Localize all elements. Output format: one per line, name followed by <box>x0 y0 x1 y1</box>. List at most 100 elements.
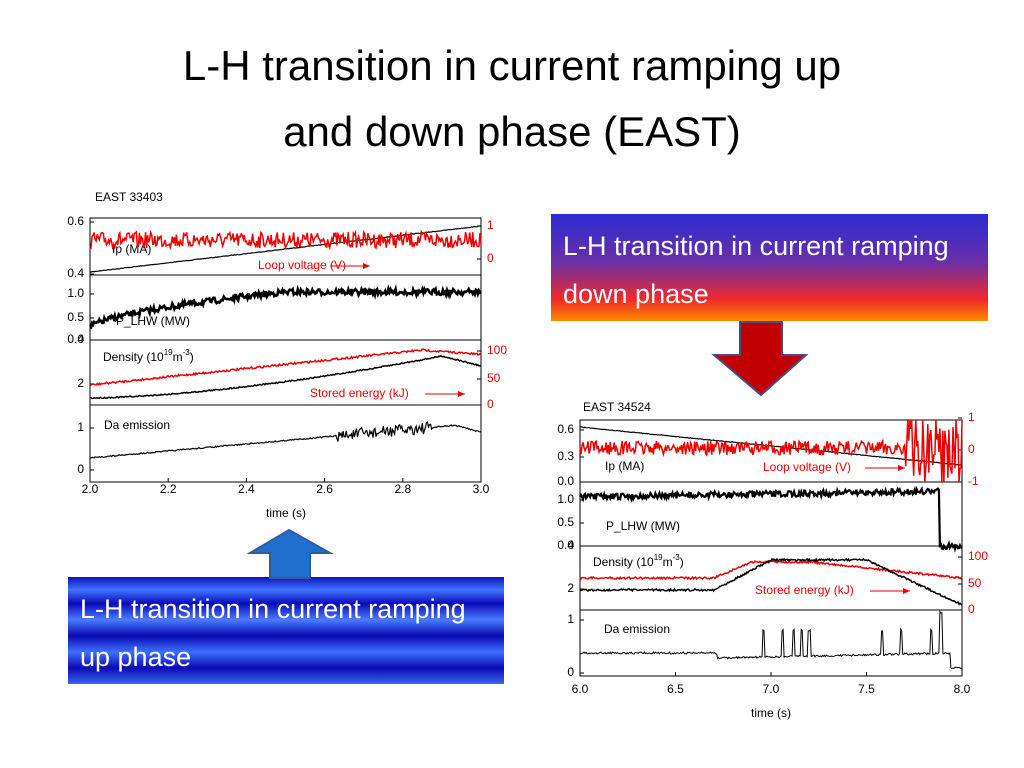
y2-tick-label: 100 <box>968 549 988 563</box>
y-tick-label: 1.0 <box>67 286 84 300</box>
label-part: Density (10 <box>593 555 654 569</box>
y2-tick-label: 0 <box>487 397 494 411</box>
arrow-head <box>458 391 465 397</box>
up-arrow <box>246 528 334 579</box>
panel-label: Da emission <box>104 418 170 432</box>
callout-text: L-H transition in current ramping down p… <box>563 231 949 309</box>
label-part: Da emission <box>104 418 170 432</box>
x-tick-label: 6.0 <box>572 682 589 696</box>
panel-frame <box>579 609 963 677</box>
callout: L-H transition in current ramping up pha… <box>80 594 466 672</box>
label-part: 19 <box>164 348 173 357</box>
panel-label: P_LHW (MW) <box>606 519 680 533</box>
signal-trace <box>89 284 482 330</box>
signal-trace <box>89 355 482 400</box>
label-part: -3 <box>673 553 681 562</box>
y-tick-label: 0.0 <box>557 474 574 488</box>
figures: EAST 33403 time (s) 0.6 0.4 1 0 Ip (MA) Loop vo… <box>67 190 988 720</box>
callout: L-H transition in current ramping down p… <box>563 231 949 309</box>
y-tick-label: 0.0 <box>557 538 574 552</box>
x-tick-label: 2.2 <box>160 482 177 496</box>
signal-trace <box>89 229 482 251</box>
label-part: P_LHW (MW) <box>116 314 190 328</box>
annotation: Stored energy (kJ) <box>310 386 409 400</box>
signal-trace <box>579 557 963 606</box>
y2-tick-label: 50 <box>487 371 501 385</box>
signal-trace <box>579 610 963 670</box>
y-tick-label: 2 <box>567 581 574 595</box>
x-tick-label: 2.8 <box>394 482 411 496</box>
label-part: Da emission <box>604 622 670 636</box>
x-tick-label: 3.0 <box>473 482 490 496</box>
label-part: Ip (MA) <box>112 242 151 256</box>
x-tick-label: 6.5 <box>667 682 684 696</box>
x-tick-label: 8.0 <box>954 682 971 696</box>
y-tick-label: 0.6 <box>67 214 84 228</box>
panel-frame <box>89 404 482 483</box>
y-tick-label: 4 <box>77 332 84 346</box>
signal-trace <box>90 421 482 459</box>
slide-title: L-H transition in current ramping up <box>183 42 841 89</box>
callout-box <box>551 214 988 321</box>
y2-tick-label: 0 <box>968 442 975 456</box>
y-tick-label: 4 <box>567 538 574 552</box>
y-tick-label: 0.3 <box>557 449 574 463</box>
down-arrow <box>711 321 809 397</box>
annotation: Loop voltage (V) <box>258 258 346 272</box>
label-part: P_LHW (MW) <box>606 519 680 533</box>
label-part: ) <box>190 350 194 364</box>
label-part: -3 <box>183 348 191 357</box>
panel-label: Ip (MA) <box>112 242 151 256</box>
y-tick-label: 0 <box>567 665 574 679</box>
y-tick-label: 0 <box>77 462 84 476</box>
annotation: Loop voltage (V) <box>763 460 851 474</box>
y-tick-label: 0.5 <box>67 310 84 324</box>
signal-trace <box>580 426 963 466</box>
x-axis-label: time (s) <box>751 706 791 720</box>
panel-label: Ip (MA) <box>605 459 644 473</box>
x-tick-label: 7.5 <box>858 682 875 696</box>
y-tick-label: 2 <box>77 376 84 390</box>
x-tick-label: 2.4 <box>238 482 255 496</box>
x-axis-label: time (s) <box>266 506 306 520</box>
y-tick-label: 0.4 <box>67 266 84 280</box>
y-tick-label: 1 <box>77 420 84 434</box>
label-part: m <box>663 555 673 569</box>
signal-trace <box>579 559 963 581</box>
label-part: Density (10 <box>103 350 164 364</box>
y2-tick-label: 50 <box>968 576 982 590</box>
slide-title: and down phase (EAST) <box>283 108 741 155</box>
y2-tick-label: -1 <box>968 474 979 488</box>
y2-tick-label: 1 <box>487 218 494 232</box>
label-part: 19 <box>654 553 663 562</box>
annotation: Stored energy (kJ) <box>755 583 854 597</box>
signal-trace <box>89 348 482 387</box>
label-part: Ip (MA) <box>605 459 644 473</box>
y-tick-label: 1.0 <box>557 492 574 506</box>
panel-label: Density (1019m-3) <box>593 553 684 569</box>
y2-tick-label: 0 <box>968 602 975 616</box>
x-tick-label: 7.0 <box>763 682 780 696</box>
y2-tick-label: 0 <box>487 251 494 265</box>
y-tick-label: 0.5 <box>557 515 574 529</box>
label-part: ) <box>680 555 684 569</box>
panel-label: Density (1019m-3) <box>103 348 194 364</box>
signal-trace <box>579 419 963 483</box>
panel-label: P_LHW (MW) <box>116 314 190 328</box>
y-tick-label: 0.6 <box>557 422 574 436</box>
panel-label: Da emission <box>604 622 670 636</box>
x-tick-label: 2.6 <box>316 482 333 496</box>
shot-label: EAST 34524 <box>583 400 651 414</box>
callout-text: L-H transition in current ramping up pha… <box>80 594 466 672</box>
arrow-head <box>363 263 370 269</box>
y2-tick-label: 100 <box>487 343 507 357</box>
y2-tick-label: 1 <box>968 410 975 424</box>
arrow-head <box>898 465 905 471</box>
arrow-head <box>903 588 910 594</box>
callout-box <box>68 577 504 684</box>
x-tick-label: 2.0 <box>82 482 99 496</box>
signal-trace <box>579 485 963 553</box>
y-tick-label: 1 <box>567 612 574 626</box>
label-part: m <box>173 350 183 364</box>
